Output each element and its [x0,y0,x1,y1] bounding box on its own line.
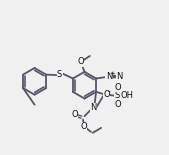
Text: OH: OH [121,91,134,100]
Text: S: S [57,70,62,79]
Text: O: O [103,90,110,100]
Text: O: O [80,122,87,131]
Text: S: S [115,91,120,100]
Text: +: + [109,71,115,77]
Text: N: N [106,72,112,82]
Text: O: O [77,57,84,66]
Text: O: O [71,111,78,120]
Text: N: N [116,72,123,81]
Text: N: N [91,103,97,112]
Text: O: O [114,83,121,92]
Text: O: O [114,100,121,109]
Text: -: - [108,87,111,96]
